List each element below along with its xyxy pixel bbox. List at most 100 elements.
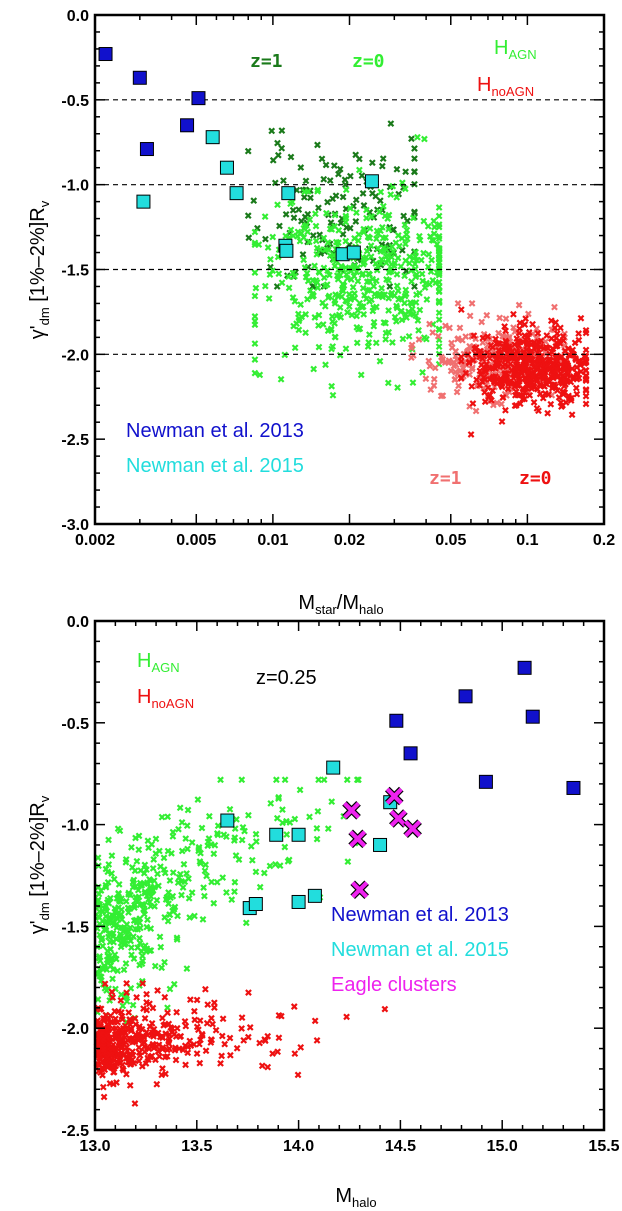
point-hagn-z-1 bbox=[329, 195, 337, 203]
point-hnoagn-z-0 bbox=[492, 335, 500, 343]
point-hnoagn-z-0 bbox=[572, 384, 580, 392]
point-hnoagn-z-1 bbox=[445, 357, 453, 364]
point-hnoagn-z-0 bbox=[515, 342, 523, 350]
point-hnoagn-z-0 bbox=[476, 347, 484, 355]
point-hagn-z-1 bbox=[278, 127, 286, 134]
point-hnoagn bbox=[100, 1093, 108, 1101]
point-hagn-z-0 bbox=[421, 135, 428, 143]
point-hagn-z-1 bbox=[299, 251, 307, 258]
point-hnoagn bbox=[193, 1050, 201, 1057]
point-hagn-z-0 bbox=[355, 231, 363, 238]
marker-fill bbox=[349, 830, 367, 848]
point-hagn bbox=[136, 919, 143, 927]
point-hnoagn-z-1 bbox=[498, 400, 505, 408]
point-hnoagn-z-0 bbox=[582, 392, 590, 400]
marker-newman-et-al-2015 bbox=[291, 827, 306, 842]
point-hagn-z-1 bbox=[307, 194, 314, 202]
x-axis-label: Mhalo bbox=[335, 1185, 376, 1210]
point-hnoagn bbox=[240, 1037, 248, 1044]
point-hagn bbox=[158, 964, 166, 972]
point-hnoagn-z-1 bbox=[468, 300, 476, 307]
point-hnoagn-z-0 bbox=[523, 346, 530, 354]
point-hnoagn-z-1 bbox=[515, 301, 523, 309]
reference-dashed-lines bbox=[95, 99, 604, 355]
point-hnoagn-z-0 bbox=[490, 378, 498, 386]
point-hnoagn bbox=[128, 1056, 136, 1064]
point-hagn-z-0 bbox=[385, 307, 392, 314]
point-hagn bbox=[279, 806, 286, 814]
marker-newman-et-al-2015 bbox=[219, 160, 234, 175]
point-hagn-z-0 bbox=[381, 291, 389, 299]
point-hagn-z-1 bbox=[274, 151, 282, 159]
point-hagn-z-1 bbox=[342, 181, 349, 189]
point-hagn-z-0 bbox=[251, 228, 259, 236]
point-hnoagn bbox=[109, 994, 117, 1001]
label-newman-2013: Newman et al. 2013 bbox=[126, 420, 304, 442]
point-hagn bbox=[127, 984, 135, 992]
point-hagn bbox=[198, 824, 206, 832]
point-hnoagn-z-0 bbox=[547, 400, 555, 408]
point-hagn bbox=[109, 966, 117, 973]
point-hagn bbox=[211, 841, 219, 849]
point-hagn bbox=[175, 825, 182, 833]
point-hagn-z-0 bbox=[261, 282, 269, 290]
point-hagn bbox=[169, 828, 177, 836]
marker-newman-et-al-2013 bbox=[191, 91, 206, 106]
point-hagn-z-0 bbox=[251, 269, 259, 276]
point-hnoagn-z-0 bbox=[568, 411, 576, 419]
point-hagn-z-0 bbox=[264, 244, 272, 251]
point-hagn-z-1 bbox=[337, 219, 345, 227]
point-hagn-z-0 bbox=[382, 234, 389, 241]
point-hagn-z-0 bbox=[411, 265, 419, 273]
point-hagn-z-0 bbox=[435, 235, 443, 242]
point-hagn bbox=[120, 966, 128, 974]
point-hagn-z-0 bbox=[315, 322, 322, 329]
point-hagn-z-0 bbox=[342, 214, 350, 222]
point-hagn bbox=[103, 987, 110, 994]
point-hagn-z-1 bbox=[324, 198, 331, 206]
point-hagn bbox=[108, 919, 116, 927]
point-hagn-z-0 bbox=[412, 248, 420, 256]
point-hagn-z-0 bbox=[430, 230, 438, 238]
point-hagn-z-0 bbox=[406, 253, 414, 261]
point-hagn-z-0 bbox=[354, 277, 362, 285]
marker-newman-et-al-2015 bbox=[248, 897, 263, 912]
point-hagn-z-0 bbox=[414, 317, 422, 324]
point-hnoagn bbox=[238, 1014, 246, 1021]
point-hagn-z-0 bbox=[390, 248, 397, 256]
point-hagn-z-1 bbox=[376, 197, 384, 205]
marker-newman-et-al-2015 bbox=[205, 130, 220, 145]
point-hagn bbox=[119, 936, 127, 944]
point-hagn-z-0 bbox=[364, 287, 372, 294]
point-hagn-z-0 bbox=[346, 204, 354, 212]
point-hnoagn-z-0 bbox=[510, 310, 517, 318]
point-hagn-z-0 bbox=[372, 260, 380, 267]
point-hnoagn bbox=[173, 1008, 181, 1016]
point-hnoagn-z-1 bbox=[448, 344, 456, 351]
point-hagn bbox=[281, 843, 289, 851]
point-hagn-z-0 bbox=[435, 221, 443, 228]
point-hagn-z-1 bbox=[297, 164, 305, 171]
point-hagn-z-0 bbox=[390, 262, 398, 270]
point-hnoagn-z-0 bbox=[532, 341, 539, 349]
point-hagn-z-0 bbox=[252, 284, 260, 292]
point-hnoagn-z-0 bbox=[548, 381, 556, 389]
point-hagn-z-0 bbox=[413, 291, 420, 299]
point-hagn bbox=[178, 847, 186, 855]
marker-newman-et-al-2013 bbox=[525, 709, 540, 724]
point-hnoagn bbox=[122, 1070, 130, 1078]
simulation-point-clouds bbox=[244, 120, 590, 438]
point-hnoagn bbox=[164, 1009, 171, 1017]
point-hnoagn-z-0 bbox=[567, 394, 575, 402]
point-hagn-z-0 bbox=[353, 312, 361, 320]
redshift-label: z=0.25 bbox=[256, 667, 317, 689]
point-hagn-z-1 bbox=[245, 234, 253, 242]
point-hnoagn-z-1 bbox=[434, 332, 442, 340]
point-hnoagn bbox=[203, 1019, 211, 1027]
point-hnoagn bbox=[172, 1056, 180, 1064]
point-hagn-z-0 bbox=[291, 272, 298, 280]
point-hagn-z-0 bbox=[411, 260, 419, 268]
point-hnoagn-z-0 bbox=[561, 389, 569, 397]
point-hnoagn bbox=[146, 1000, 153, 1008]
point-hagn bbox=[166, 877, 174, 884]
